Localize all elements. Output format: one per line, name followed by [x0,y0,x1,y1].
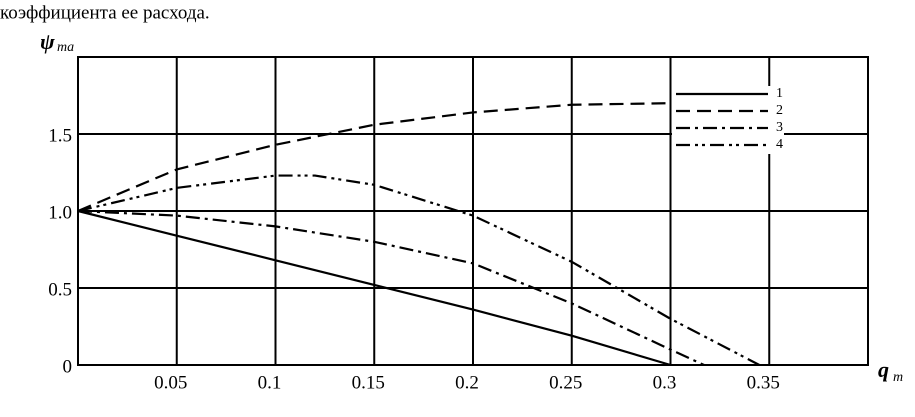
x-axis-label: q [878,357,889,382]
line-series [77,174,760,366]
x-tick-label: 0.35 [747,372,780,393]
y-tick-label: 0.5 [48,279,72,300]
x-axis-label-sub: m [893,370,903,385]
line-series [77,209,671,367]
line-series [77,102,671,213]
x-tick-label: 0.2 [455,372,479,393]
y-axis-label-sub: ma [57,40,74,55]
x-tick-label: 0.3 [653,372,677,393]
legend-label: 4 [776,137,783,152]
legend-bg [672,120,784,137]
line-series [77,209,705,366]
y-tick-label: 0 [63,356,73,377]
legend-label: 2 [776,103,783,118]
x-tick-label: 0.1 [258,372,282,393]
x-tick-label: 0.05 [154,372,187,393]
caption: коэффициента ее расхода. [0,2,210,23]
x-tick-label: 0.25 [549,372,582,393]
y-tick-label: 1.0 [48,202,72,223]
legend-label: 3 [776,120,783,135]
y-axis-label: ψ [40,29,55,54]
legend-label: 1 [776,86,783,101]
legend-bg [672,137,784,154]
y-tick-label: 1.5 [48,125,72,146]
x-tick-label: 0.15 [352,372,385,393]
